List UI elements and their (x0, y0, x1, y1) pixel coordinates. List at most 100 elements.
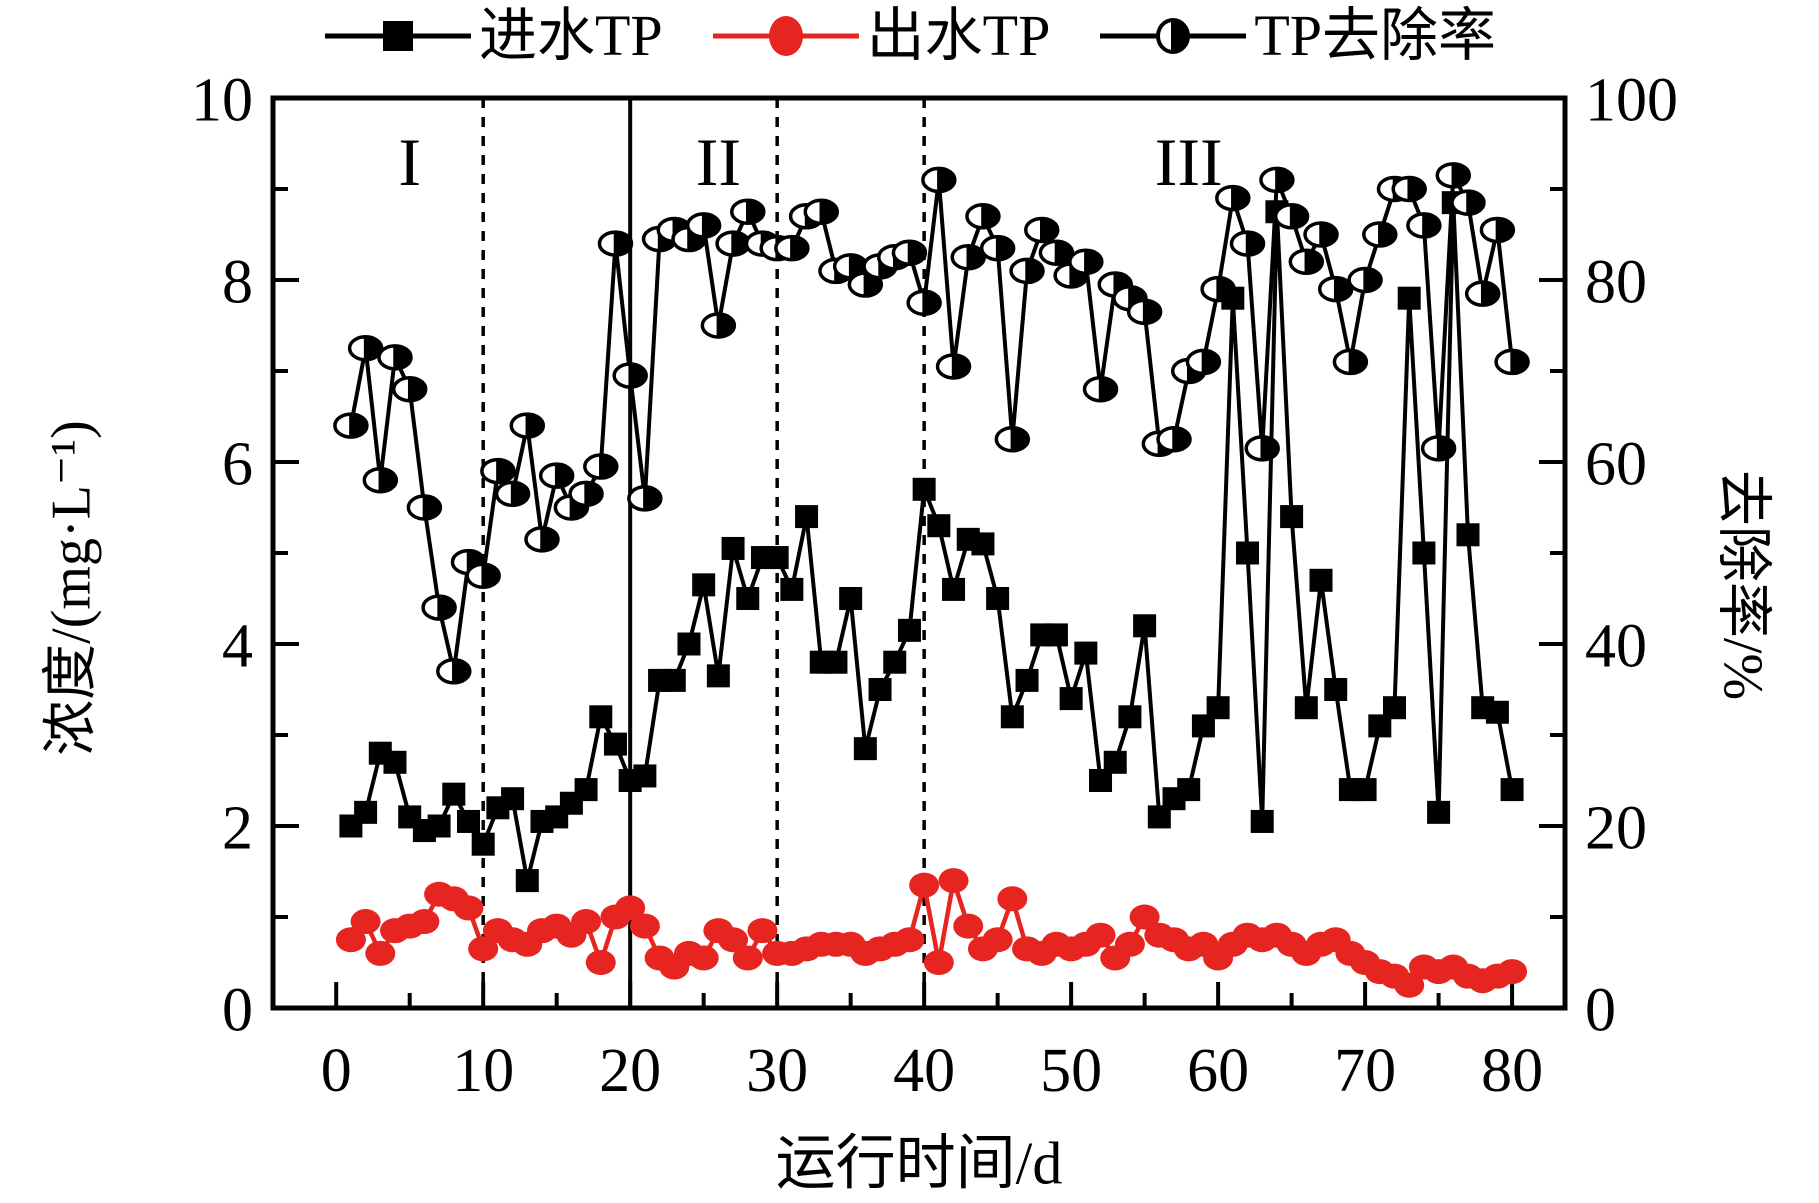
marker-square (942, 577, 966, 601)
x-tick-label: 50 (1040, 1037, 1102, 1105)
marker-half-fill (1467, 191, 1484, 215)
marker-square (1177, 778, 1201, 802)
y-right-tick-label: 0 (1585, 976, 1616, 1044)
marker-square (383, 750, 407, 774)
marker-half-fill (718, 314, 735, 337)
marker-half-fill (1335, 277, 1352, 301)
marker-circle (747, 918, 778, 944)
phase-label: I (398, 124, 421, 200)
y-right-tick-label: 40 (1585, 612, 1647, 680)
marker-half-fill (453, 659, 470, 683)
marker-square (662, 668, 686, 692)
marker-half-fill (1276, 168, 1293, 192)
marker-half-fill (1012, 427, 1029, 451)
marker-half-fill (1291, 204, 1308, 228)
x-tick-label: 80 (1481, 1037, 1543, 1105)
x-tick-label: 60 (1187, 1037, 1249, 1105)
marker-square (574, 778, 598, 802)
marker-half-fill (512, 482, 529, 506)
marker-square (1206, 696, 1230, 720)
marker-half-fill (924, 291, 941, 315)
marker-square (868, 678, 892, 701)
marker-half-fill (1512, 350, 1529, 374)
marker-square (1044, 623, 1068, 647)
marker-circle (1114, 931, 1145, 957)
marker-square (1500, 778, 1524, 802)
half-filled-circle-marker-icon (1100, 18, 1247, 54)
marker-square (1485, 700, 1509, 724)
x-tick-label: 40 (893, 1037, 955, 1105)
marker-square (853, 737, 877, 761)
marker-half-fill (527, 414, 544, 438)
marker-circle (615, 895, 646, 921)
marker-circle (982, 927, 1013, 953)
marker-half-fill (1041, 218, 1058, 242)
marker-square (603, 732, 627, 756)
marker-half-fill (483, 564, 500, 588)
marker-circle (894, 927, 925, 953)
marker-square (456, 809, 480, 833)
marker-half-fill (497, 459, 514, 483)
marker-half-fill (1423, 213, 1440, 237)
marker-square (1427, 800, 1451, 824)
marker-half-fill (1409, 177, 1426, 201)
marker-half-fill (1100, 377, 1117, 401)
marker-half-fill (1453, 163, 1470, 187)
marker-half-fill (791, 236, 808, 260)
marker-square (971, 532, 995, 556)
y-right-tick-label: 20 (1585, 794, 1647, 862)
marker-half-fill (1203, 350, 1220, 374)
marker-square (471, 832, 495, 856)
marker-circle (732, 945, 763, 971)
x-axis-title: 运行时间/d (775, 1130, 1063, 1197)
marker-half-fill (733, 232, 750, 256)
marker-half-fill (821, 200, 838, 224)
marker-half-fill (968, 245, 985, 269)
marker-square (1250, 809, 1274, 833)
marker-half-fill (394, 345, 411, 369)
y-left-tick-label: 10 (191, 66, 253, 134)
marker-square (780, 577, 804, 601)
marker-square (1000, 705, 1024, 729)
marker-square (839, 587, 863, 610)
marker-half-fill (1174, 427, 1191, 451)
marker-circle (365, 940, 396, 966)
marker-half-fill (1379, 223, 1396, 246)
marker-circle (1394, 972, 1425, 998)
marker-square (883, 650, 907, 674)
marker-circle (923, 950, 954, 975)
marker-half-fill (350, 414, 367, 438)
marker-square (589, 705, 613, 729)
marker-square (1074, 641, 1098, 665)
marker-square (1147, 805, 1171, 829)
y-left-tick-label: 6 (222, 430, 253, 498)
marker-square (1059, 687, 1083, 711)
marker-square (721, 536, 745, 560)
marker-half-fill (1497, 218, 1514, 242)
marker-half-fill (1247, 232, 1264, 256)
marker-square (986, 587, 1010, 610)
marker-square (1236, 541, 1260, 565)
marker-half-fill (909, 241, 926, 265)
legend-item-effluent-tp: 出水TP (711, 3, 1051, 69)
y-axis-title-left: 浓度/(mg·L⁻¹) (40, 420, 103, 756)
marker-circle (585, 950, 616, 975)
marker-half-fill (1232, 186, 1249, 210)
marker-circle (688, 945, 719, 971)
marker-circle (953, 913, 984, 939)
legend-label-effluent: 出水TP (866, 3, 1051, 68)
marker-half-fill (1321, 223, 1338, 246)
marker-half-fill (1262, 436, 1279, 460)
phase-label: II (696, 124, 741, 200)
marker-half-fill (409, 377, 426, 401)
marker-square (1456, 523, 1480, 547)
marker-circle (1085, 922, 1116, 948)
marker-half-fill (953, 354, 970, 378)
marker-circle (335, 927, 366, 953)
marker-square (1133, 614, 1157, 638)
filled-square-marker-icon (324, 21, 471, 51)
marker-half-fill (1306, 250, 1323, 274)
marker-half-fill (1144, 300, 1161, 324)
marker-square (912, 477, 936, 501)
